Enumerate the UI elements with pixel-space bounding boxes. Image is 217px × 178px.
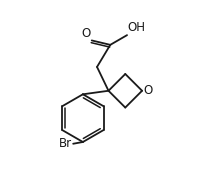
Text: OH: OH	[128, 21, 146, 34]
Text: O: O	[82, 27, 91, 40]
Text: O: O	[143, 84, 153, 97]
Text: Br: Br	[59, 137, 72, 150]
